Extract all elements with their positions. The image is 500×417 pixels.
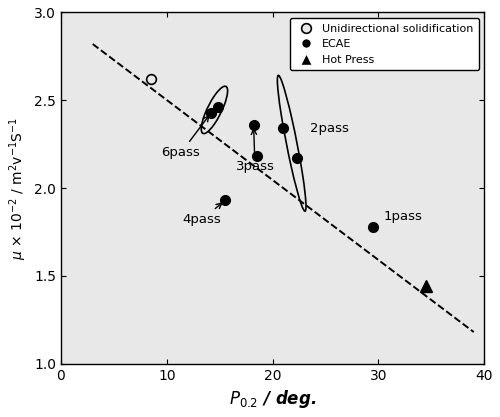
Text: 6pass: 6pass [162, 116, 208, 159]
Text: 2pass: 2pass [310, 122, 348, 135]
Legend: Unidirectional solidification, ECAE, Hot Press: Unidirectional solidification, ECAE, Hot… [290, 18, 479, 70]
Y-axis label: $\mu$ × 10$^{-2}$ / m$^{2}$v$^{-1}$S$^{-1}$: $\mu$ × 10$^{-2}$ / m$^{2}$v$^{-1}$S$^{-… [7, 116, 28, 260]
Text: 3pass: 3pass [236, 129, 275, 173]
X-axis label: $P_{0.2}$ / deg.: $P_{0.2}$ / deg. [229, 388, 316, 410]
Text: 1pass: 1pass [384, 210, 422, 223]
Text: 4pass: 4pass [182, 203, 222, 226]
